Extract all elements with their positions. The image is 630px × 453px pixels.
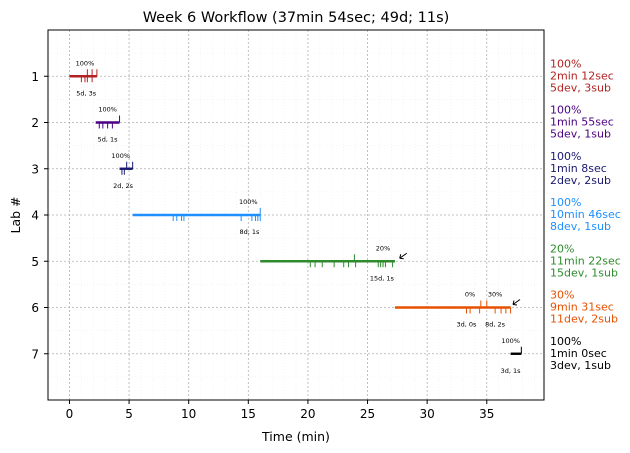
percent-label: 100% [239, 198, 258, 206]
y-tick-label: 2 [31, 116, 39, 130]
x-tick-label: 10 [181, 407, 196, 421]
lab-1-summary: 100% 2min 12sec 5dev, 3sub [550, 57, 614, 94]
summary-line: 1min 55sec [550, 116, 614, 129]
lab-4-series: 100% 8d, 1s [132, 198, 261, 236]
lab-5-summary: 20% 11min 22sec 15dev, 1sub [550, 242, 621, 279]
lab-3-series: 100% 2d, 2s [111, 152, 133, 190]
x-tick-label: 5 [125, 407, 133, 421]
lab-6-series: 30% 8d, 2s 0% 3d, 0s [394, 291, 521, 329]
count-label: 3d, 1s [501, 367, 522, 375]
x-tick-label: 15 [241, 407, 256, 421]
lab-4-summary: 100% 10min 46sec 8dev, 1sub [550, 196, 621, 233]
percent-label: 100% [501, 337, 520, 345]
summary-line: 15dev, 1sub [550, 266, 618, 279]
percent-label: 100% [98, 106, 117, 114]
count-label: 8d, 2s [485, 321, 506, 329]
summary-line: 10min 46sec [550, 208, 621, 221]
lab-2-series: 100% 5d, 1s [95, 106, 121, 144]
x-tick-label: 20 [300, 407, 315, 421]
summary-line: 100% [550, 335, 581, 348]
y-tick-label: 1 [31, 70, 39, 84]
x-axis-label: Time (min) [261, 429, 330, 444]
arrow-head-icon [399, 254, 404, 260]
summary-line: 100% [550, 196, 581, 209]
count-label: 2d, 2s [113, 182, 134, 190]
plot-area: 100% 5d, 3s 100% 5d, 1s 100% 2d, 2s 100% 8d, 1s… [69, 59, 522, 375]
summary-line: 11dev, 2sub [550, 313, 618, 326]
count-label: 8d, 1s [240, 228, 261, 236]
summary-line: 100% [550, 150, 581, 163]
count-label: 15d, 1s [370, 274, 395, 282]
summary-line: 30% [550, 289, 574, 302]
x-tick-label: 30 [420, 407, 435, 421]
y-tick-label: 7 [31, 347, 39, 361]
percent-label: 20% [376, 244, 390, 252]
summary-line: 100% [550, 57, 581, 70]
grid [48, 30, 544, 400]
lab-5-series: 20% 15d, 1s [260, 244, 408, 282]
chart-title: Week 6 Workflow (37min 54sec; 49d; 11s) [143, 10, 450, 26]
lab-1-series: 100% 5d, 3s [69, 59, 98, 97]
lab-6-summary: 30% 9min 31sec 11dev, 2sub [550, 289, 618, 326]
percent-label: 100% [111, 152, 130, 160]
summary-line: 8dev, 1sub [550, 220, 611, 233]
y-tick-label: 4 [31, 209, 39, 223]
summary-line: 1min 8sec [550, 162, 607, 175]
summary-line: 5dev, 3sub [550, 81, 611, 94]
x-tick-label: 0 [66, 407, 74, 421]
summary-line: 5dev, 1sub [550, 128, 611, 141]
y-axis-label: Lab # [8, 196, 23, 233]
x-tick-label: 35 [479, 407, 494, 421]
lab-3-summary: 100% 1min 8sec 2dev, 2sub [550, 150, 611, 187]
percent-label: 100% [76, 59, 95, 67]
summary-line: 100% [550, 104, 581, 117]
arrow-icon [512, 299, 521, 305]
lab-7-series: 100% 3d, 1s [501, 337, 522, 375]
arrow-head-icon [512, 300, 518, 306]
percent-label: 30% [488, 291, 502, 299]
count-label: 5d, 1s [98, 136, 119, 144]
count-label: 3d, 0s [457, 321, 478, 329]
y-tick-label: 3 [31, 162, 39, 176]
summary-line: 11min 22sec [550, 254, 621, 267]
summary-line: 3dev, 1sub [550, 359, 611, 372]
lab-2-summary: 100% 1min 55sec 5dev, 1sub [550, 104, 614, 141]
axis-ticks: 0 5 10 15 20 25 30 35 1 2 3 4 5 6 7 [31, 70, 494, 421]
arrow-icon [399, 252, 408, 259]
count-label: 5d, 3s [76, 89, 97, 97]
x-tick-label: 25 [360, 407, 375, 421]
summary-line: 2min 12sec [550, 69, 614, 82]
summary-line: 1min 0sec [550, 347, 607, 360]
summary-line: 9min 31sec [550, 301, 614, 314]
lab-7-summary: 100% 1min 0sec 3dev, 1sub [550, 335, 611, 372]
percent-label: 0% [465, 291, 475, 299]
summary-line: 20% [550, 242, 574, 255]
y-tick-label: 5 [31, 255, 39, 269]
summary-line: 2dev, 2sub [550, 174, 611, 187]
y-tick-label: 6 [31, 301, 39, 315]
